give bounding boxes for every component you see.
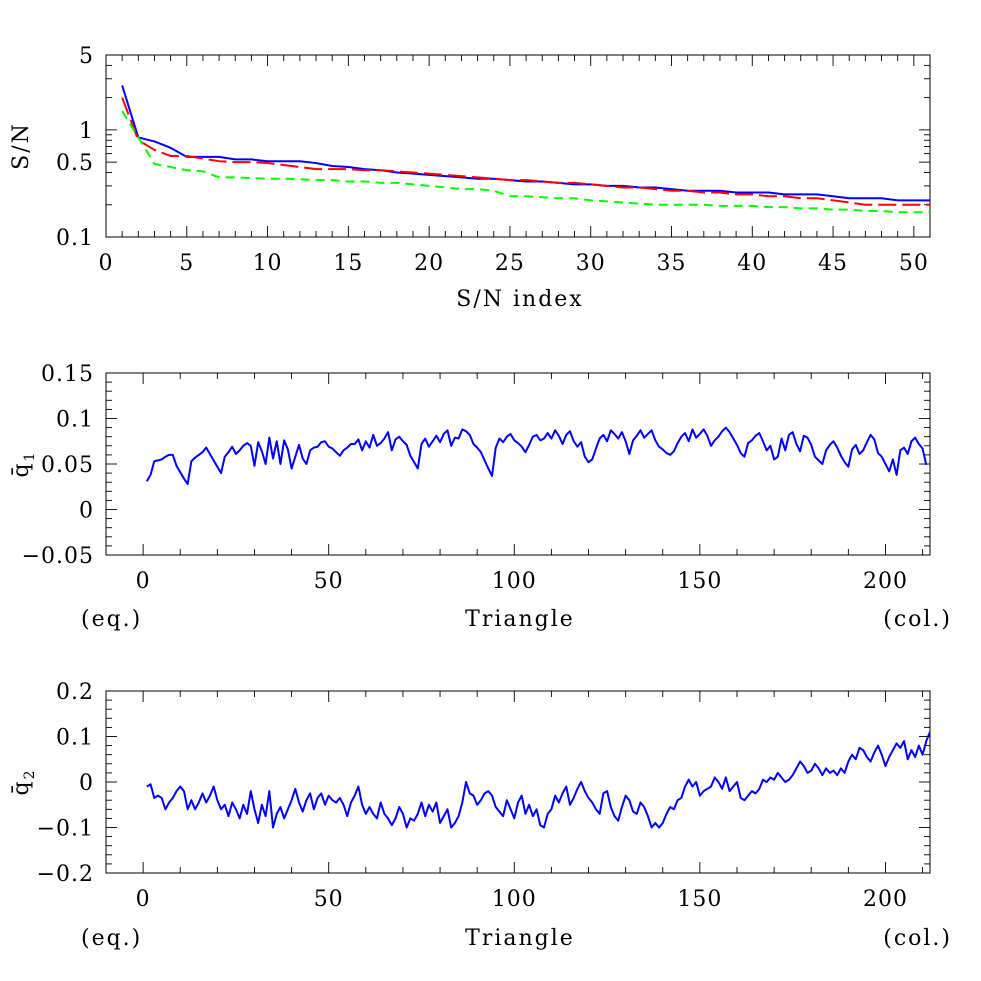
series-line-2: [121, 97, 930, 206]
x-tick-label: 200: [863, 887, 908, 912]
x-tick-label: 100: [492, 887, 537, 912]
x-tick-label: 5: [179, 251, 194, 276]
x-tick-label: 10: [253, 251, 283, 276]
x-axis-label: Triangle: [465, 607, 575, 632]
x-tick-label: 35: [656, 251, 686, 276]
y-tick-label: 0: [79, 771, 94, 796]
chart-panel-2: 0 50 100 150 200 −0.05 0 0.05 0.1 0.15 Triangle (eq…: [9, 362, 952, 632]
x-tick-label: 200: [863, 569, 908, 594]
y-tick-label: 0.1: [56, 408, 94, 433]
x-tick-label: 100: [492, 569, 537, 594]
x-tick-label: 20: [414, 251, 444, 276]
y-tick-label: 0.2: [56, 680, 94, 705]
x-axis-right-annotation: (col.): [883, 926, 952, 951]
series-line-3: [121, 110, 930, 214]
y-tick-label: −0.05: [22, 544, 94, 569]
x-tick-label: 0: [136, 569, 151, 594]
series-line-1: [146, 729, 930, 829]
x-tick-label: 40: [737, 251, 767, 276]
x-tick-label: 15: [333, 251, 363, 276]
x-axis-right-annotation: (col.): [883, 607, 952, 632]
y-tick-label: 0.5: [56, 151, 94, 176]
x-tick-label: 50: [314, 569, 344, 594]
y-tick-label: 1: [79, 119, 94, 144]
y-tick-label: 5: [79, 44, 94, 69]
y-axis-label: S/N: [9, 122, 34, 170]
series-line-1: [145, 426, 928, 486]
x-tick-label: 0: [136, 887, 151, 912]
y-tick-label: −0.2: [37, 862, 94, 887]
plot-frame: [105, 372, 931, 556]
x-tick-label: 30: [576, 251, 606, 276]
x-tick-label: 0: [99, 251, 114, 276]
y-tick-label: 0.05: [41, 453, 94, 478]
y-tick-label: 0.1: [56, 226, 94, 251]
y-tick-label: 0.1: [56, 726, 94, 751]
y-tick-label: 0: [79, 499, 94, 524]
x-tick-label: 50: [899, 251, 929, 276]
x-tick-label: 45: [818, 251, 848, 276]
series-line-1: [121, 85, 930, 202]
y-tick-label: −0.1: [37, 817, 94, 842]
chart-panel-3: 0 50 100 150 200 −0.2 −0.1 0 0.1 0.2 Triangle (eq.)…: [9, 680, 952, 951]
plot-frame: [105, 54, 931, 238]
x-axis-label: S/N index: [456, 287, 583, 312]
x-tick-label: 25: [495, 251, 525, 276]
x-tick-label: 150: [677, 569, 722, 594]
x-axis-label: Triangle: [465, 926, 575, 951]
x-tick-label: 150: [677, 887, 722, 912]
y-tick-label: 0.15: [41, 362, 94, 387]
y-axis-label: q̄1: [9, 450, 38, 477]
plot-frame: [105, 690, 931, 874]
x-axis-left-annotation: (eq.): [81, 607, 142, 632]
y-axis-label: q̄2: [9, 768, 38, 795]
x-axis-left-annotation: (eq.): [81, 926, 142, 951]
x-tick-label: 50: [314, 887, 344, 912]
